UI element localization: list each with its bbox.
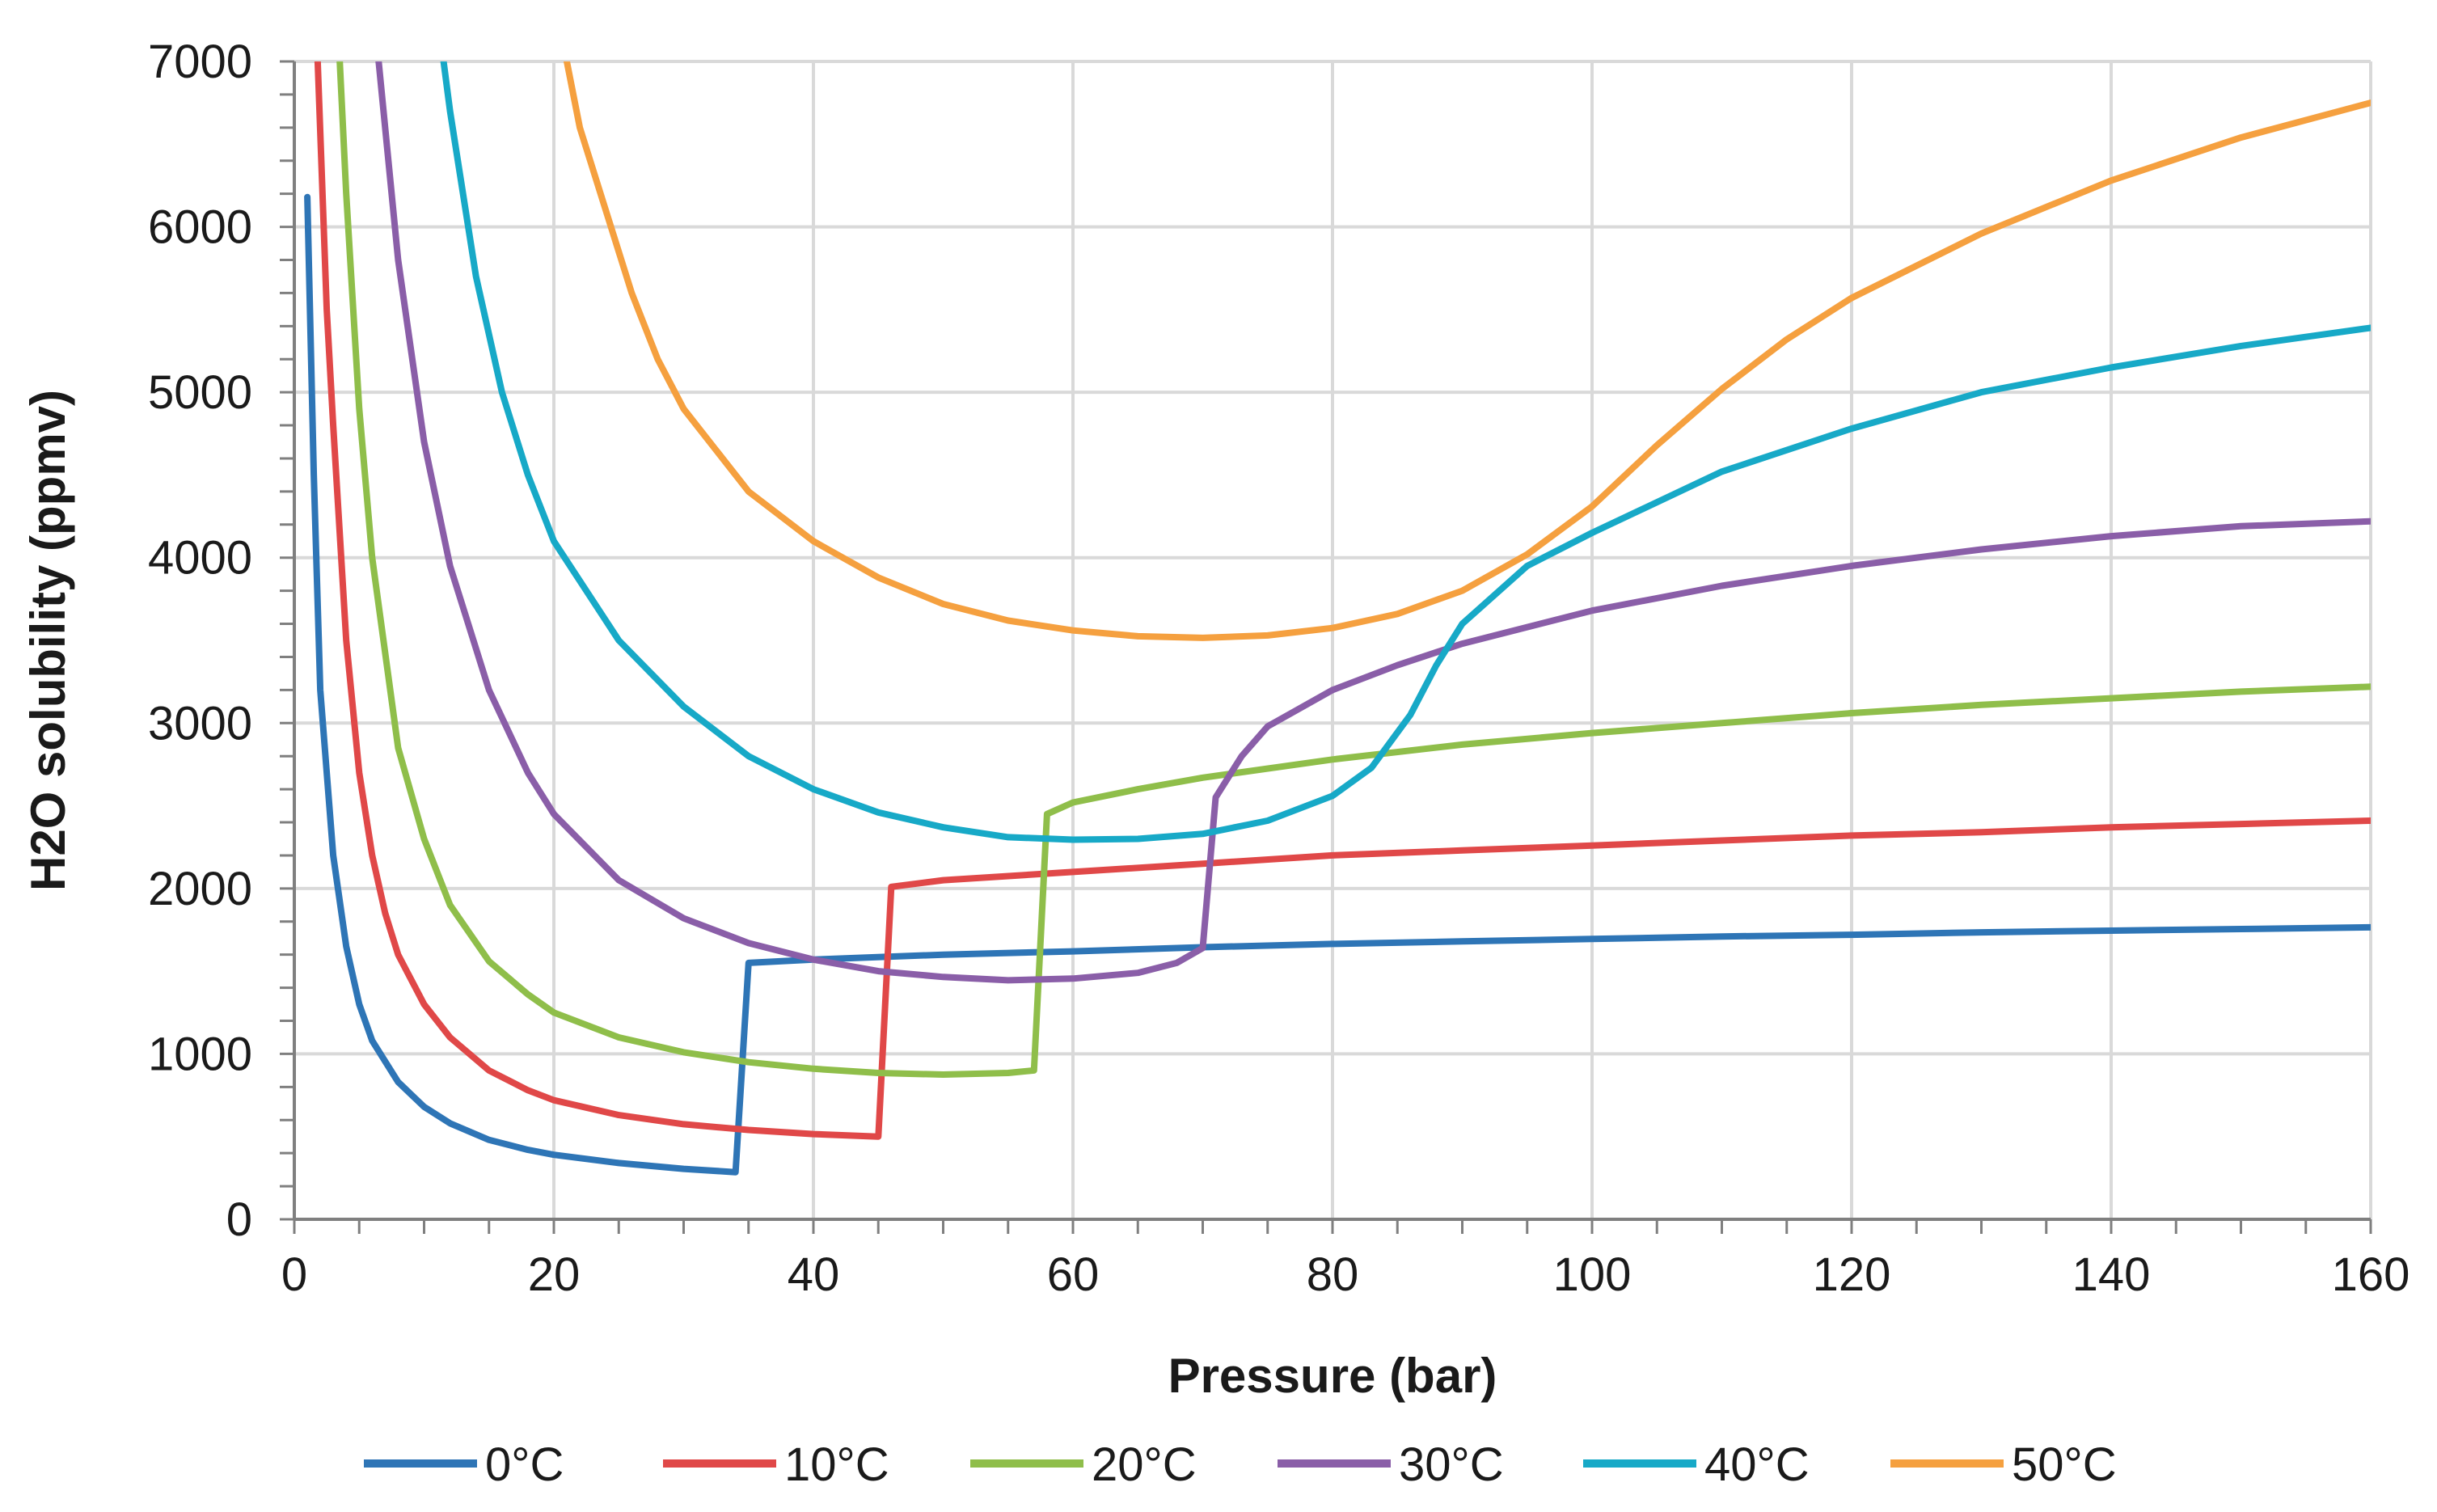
y-tick-label: 2000 xyxy=(148,863,252,915)
legend-label: 0°C xyxy=(485,1438,564,1491)
legend-item: 50°C xyxy=(1890,1438,2117,1491)
y-tick-label: 6000 xyxy=(148,201,252,254)
axes xyxy=(280,60,2372,1234)
y-tick-label: 0 xyxy=(226,1193,252,1246)
series-line-5 xyxy=(564,61,2371,641)
series-line-1 xyxy=(314,61,2371,1140)
gridlines xyxy=(294,60,2372,1219)
x-axis-title: Pressure (bar) xyxy=(1168,1349,1497,1403)
x-tick-label: 140 xyxy=(2072,1248,2151,1301)
x-tick-label: 60 xyxy=(1047,1248,1100,1301)
legend-label: 30°C xyxy=(1399,1438,1504,1491)
x-tick-label: 20 xyxy=(528,1248,581,1301)
x-tick-label: 120 xyxy=(1813,1248,1891,1301)
legend-item: 40°C xyxy=(1583,1438,1810,1491)
y-tick-label: 4000 xyxy=(148,532,252,585)
legend: 0°C 10°C 20°C 30°C 40°C 50°C xyxy=(364,1438,2117,1491)
x-tick-label: 80 xyxy=(1307,1248,1359,1301)
y-tick-label: 5000 xyxy=(148,366,252,419)
x-tick-label: 0 xyxy=(281,1248,307,1301)
series-line-4 xyxy=(440,61,2371,843)
x-tick-label: 100 xyxy=(1553,1248,1632,1301)
series-line-3 xyxy=(375,61,2371,984)
x-tick-label: 40 xyxy=(788,1248,840,1301)
tick-labels: 0 20 40 60 80 100 120 140 160 0 1000 2000 3000 4000 50… xyxy=(148,36,2410,1301)
x-tick-label: 160 xyxy=(2332,1248,2410,1301)
legend-item: 20°C xyxy=(970,1438,1197,1491)
series-lines xyxy=(304,61,2371,1176)
legend-label: 10°C xyxy=(784,1438,889,1491)
legend-label: 20°C xyxy=(1092,1438,1197,1491)
legend-item: 30°C xyxy=(1278,1438,1504,1491)
legend-label: 50°C xyxy=(2012,1438,2117,1491)
y-tick-label: 1000 xyxy=(148,1028,252,1080)
legend-item: 0°C xyxy=(364,1438,564,1491)
y-tick-label: 7000 xyxy=(148,36,252,88)
legend-label: 40°C xyxy=(1704,1438,1810,1491)
series-line-0 xyxy=(304,193,2371,1176)
series-line-2 xyxy=(336,61,2371,1078)
y-tick-label: 3000 xyxy=(148,697,252,750)
y-axis-title: H2O solubility (ppmv) xyxy=(21,390,75,891)
legend-item: 10°C xyxy=(663,1438,889,1491)
